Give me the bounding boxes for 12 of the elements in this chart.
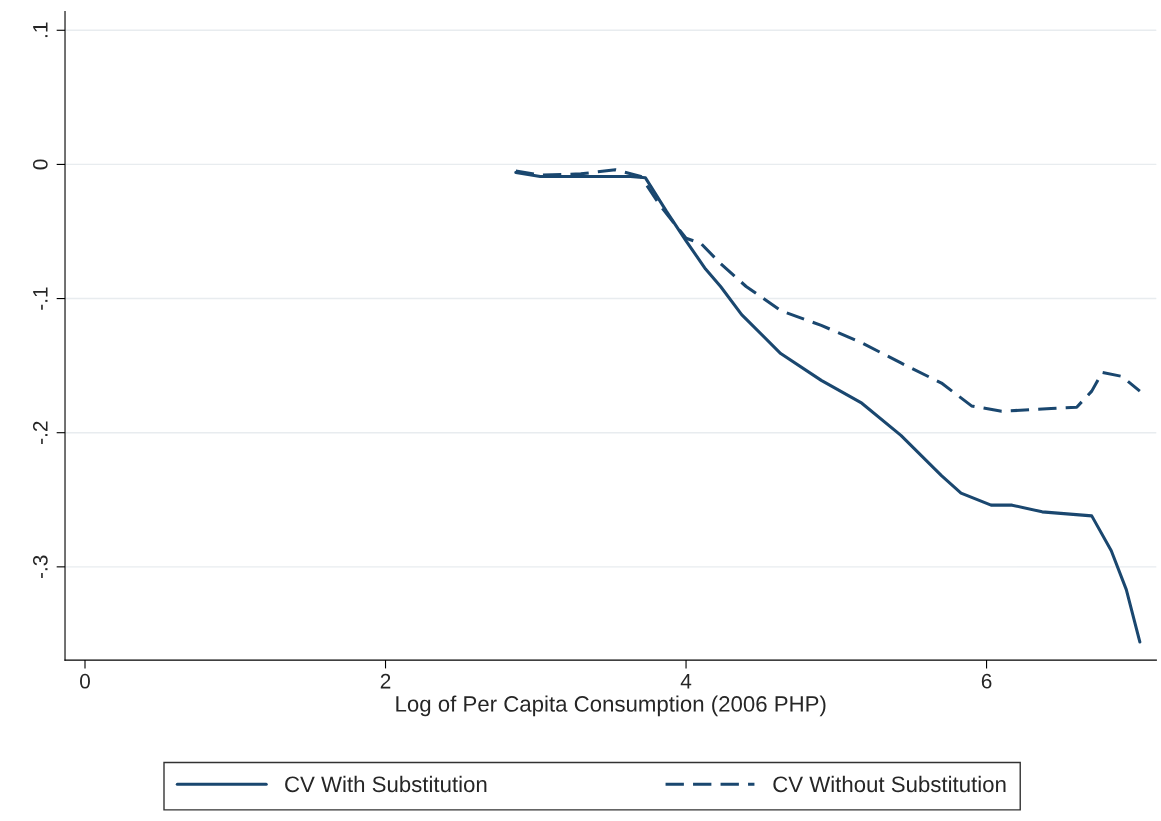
y-tick-label: -.2 [32,421,48,444]
y-tick-label: .1 [33,22,48,38]
legend-label: CV Without Substitution [773,775,1006,793]
y-tick-label: -.1 [33,287,48,310]
x-axis-title: Log of Per Capita Consumption (2006 PHP) [396,695,826,717]
x-tick-label: 4 [680,674,692,689]
y-tick-label: -.3 [32,555,48,579]
x-tick-label: 0 [80,673,90,689]
x-tick-label: 6 [981,673,992,689]
legend-label: CV With Substitution [285,775,487,793]
x-tick-label: 2 [380,673,391,689]
y-tick-label: 0 [32,159,48,170]
